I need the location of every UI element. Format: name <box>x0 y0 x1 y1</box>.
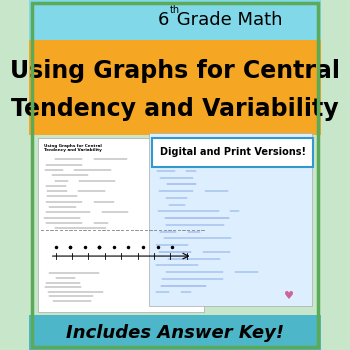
Bar <box>149 133 312 306</box>
FancyBboxPatch shape <box>152 138 313 167</box>
Text: Tendency and Variability: Tendency and Variability <box>11 97 339 121</box>
Text: 6: 6 <box>158 11 169 29</box>
Bar <box>29 315 321 350</box>
Text: ...nd Variability: ...nd Variability <box>155 137 191 141</box>
Bar <box>29 40 321 135</box>
Text: Digital and Print Versions!: Digital and Print Versions! <box>160 147 306 158</box>
Text: Using Graphs for Central: Using Graphs for Central <box>10 60 340 83</box>
Text: Using Graphs for Central
Tendency and Variability: Using Graphs for Central Tendency and Va… <box>44 144 102 152</box>
Text: Grade Math: Grade Math <box>171 11 283 29</box>
Text: ♥: ♥ <box>284 291 294 301</box>
Text: Includes Answer Key!: Includes Answer Key! <box>66 323 284 342</box>
Bar <box>38 138 204 312</box>
Bar <box>29 0 321 40</box>
Text: th: th <box>170 5 180 15</box>
